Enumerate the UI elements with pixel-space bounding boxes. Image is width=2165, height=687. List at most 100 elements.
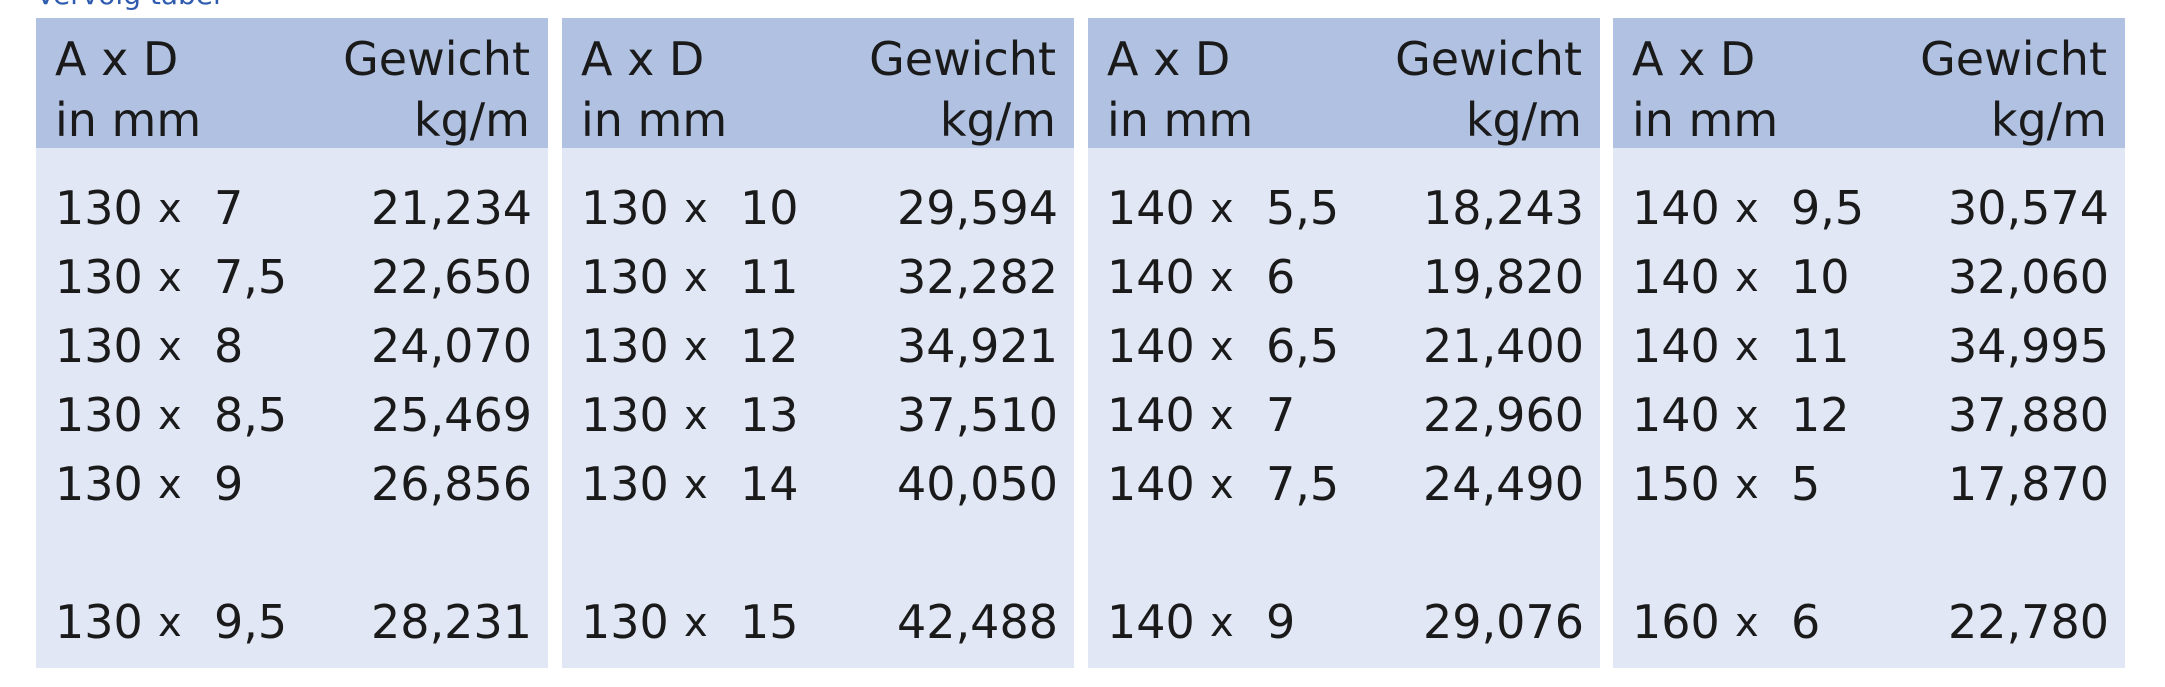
weight: 21,234 (371, 181, 532, 235)
dim-a: 160 (1632, 595, 1720, 649)
table-panel: A x D Gewicht in mm kg/m 140 x 9,5 30,574 140 x 10… (1613, 18, 2125, 668)
dim-x: x (1210, 393, 1234, 439)
dim-a: 130 (55, 595, 143, 649)
header-left: A x D (1632, 32, 1756, 86)
dim-a: 130 (581, 457, 669, 511)
header-left: in mm (1632, 93, 1779, 147)
dim-x: x (158, 186, 182, 232)
weight: 34,921 (897, 319, 1058, 373)
dim-d: 6,5 (1266, 319, 1340, 373)
dim-a: 140 (1632, 319, 1720, 373)
dim-d: 14 (740, 457, 799, 511)
weight: 24,490 (1423, 457, 1584, 511)
dim-a: 150 (1632, 457, 1720, 511)
dim-a: 140 (1107, 595, 1195, 649)
weight: 22,650 (371, 250, 532, 304)
dim-x: x (1735, 393, 1759, 439)
dim-d: 9 (214, 457, 244, 511)
dim-d: 12 (1791, 388, 1850, 442)
dim-a: 130 (55, 250, 143, 304)
dim-a: 140 (1107, 181, 1195, 235)
weight: 29,594 (897, 181, 1058, 235)
dim-d: 7,5 (1266, 457, 1340, 511)
dim-d: 10 (740, 181, 799, 235)
dim-a: 130 (55, 181, 143, 235)
dim-a: 130 (581, 250, 669, 304)
dim-d: 7 (1266, 388, 1296, 442)
dim-x: x (684, 393, 708, 439)
header-left: A x D (55, 32, 179, 86)
header-left: in mm (1107, 93, 1254, 147)
weight: 18,243 (1423, 181, 1584, 235)
weight: 24,070 (371, 319, 532, 373)
table-panel: A x D Gewicht in mm kg/m 130 x 7 21,234 130 x 7,5 2… (36, 18, 548, 668)
dim-a: 130 (581, 388, 669, 442)
dim-d: 7 (214, 181, 244, 235)
weight: 25,469 (371, 388, 532, 442)
dim-x: x (684, 462, 708, 508)
weight: 28,231 (371, 595, 532, 649)
dim-x: x (1210, 255, 1234, 301)
dim-a: 140 (1632, 388, 1720, 442)
dim-a: 130 (55, 319, 143, 373)
dim-d: 11 (1791, 319, 1850, 373)
weight: 37,880 (1948, 388, 2109, 442)
dim-a: 130 (55, 388, 143, 442)
dim-x: x (158, 255, 182, 301)
header-band (1613, 18, 2125, 148)
dim-a: 140 (1107, 319, 1195, 373)
weight: 32,282 (897, 250, 1058, 304)
dim-d: 15 (740, 595, 799, 649)
dim-x: x (1735, 600, 1759, 646)
dim-d: 9 (1266, 595, 1296, 649)
weight: 30,574 (1948, 181, 2109, 235)
dim-a: 140 (1632, 181, 1720, 235)
header-right: kg/m (1465, 93, 1582, 147)
header-right: Gewicht (343, 32, 530, 86)
dim-d: 12 (740, 319, 799, 373)
dim-a: 130 (581, 319, 669, 373)
dim-d: 7,5 (214, 250, 288, 304)
dim-d: 10 (1791, 250, 1850, 304)
table-panel: A x D Gewicht in mm kg/m 130 x 10 29,594 130 x 11 3… (562, 18, 1074, 668)
dim-x: x (684, 186, 708, 232)
weight: 26,856 (371, 457, 532, 511)
dim-x: x (684, 600, 708, 646)
dim-x: x (1210, 462, 1234, 508)
weight: 22,960 (1423, 388, 1584, 442)
dim-d: 6 (1791, 595, 1821, 649)
dim-x: x (1735, 324, 1759, 370)
dim-d: 8,5 (214, 388, 288, 442)
header-left: in mm (581, 93, 728, 147)
dim-x: x (1210, 324, 1234, 370)
dim-d: 8 (214, 319, 244, 373)
dim-d: 11 (740, 250, 799, 304)
dim-x: x (158, 462, 182, 508)
header-band (36, 18, 548, 148)
dim-d: 5 (1791, 457, 1821, 511)
dim-x: x (684, 255, 708, 301)
weight: 34,995 (1948, 319, 2109, 373)
dim-x: x (1735, 186, 1759, 232)
dim-a: 130 (55, 457, 143, 511)
table-panel: A x D Gewicht in mm kg/m 140 x 5,5 18,243 140 x 6 1… (1088, 18, 1600, 668)
dim-d: 9,5 (214, 595, 288, 649)
dim-d: 13 (740, 388, 799, 442)
dim-a: 140 (1107, 457, 1195, 511)
header-right: kg/m (939, 93, 1056, 147)
header-right: Gewicht (1395, 32, 1582, 86)
dim-x: x (1735, 462, 1759, 508)
header-band (1088, 18, 1600, 148)
dim-a: 140 (1107, 250, 1195, 304)
dim-x: x (684, 324, 708, 370)
dim-x: x (158, 393, 182, 439)
dim-d: 5,5 (1266, 181, 1340, 235)
dim-x: x (1210, 600, 1234, 646)
weight: 40,050 (897, 457, 1058, 511)
header-right: kg/m (1990, 93, 2107, 147)
dim-a: 130 (581, 595, 669, 649)
header-left: A x D (1107, 32, 1231, 86)
dim-a: 140 (1632, 250, 1720, 304)
dim-d: 6 (1266, 250, 1296, 304)
